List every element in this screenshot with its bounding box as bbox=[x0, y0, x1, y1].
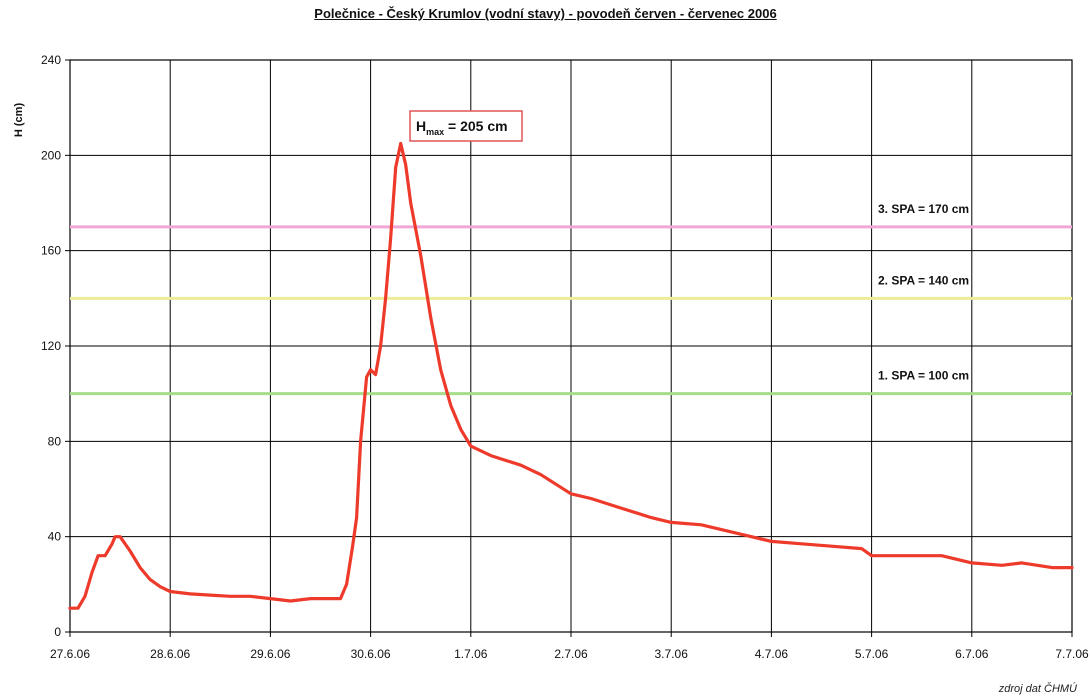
hmax-annotation-box bbox=[409, 110, 523, 142]
y-axis-label: H (cm) bbox=[13, 103, 25, 138]
x-tick-label: 30.6.06 bbox=[351, 647, 391, 661]
threshold-label: 2. SPA = 140 cm bbox=[878, 273, 969, 287]
chart-title: Polečnice - Český Krumlov (vodní stavy) … bbox=[314, 6, 777, 21]
grid bbox=[69, 59, 1073, 633]
threshold-label: 1. SPA = 100 cm bbox=[878, 369, 969, 383]
x-tick-label: 3.7.06 bbox=[655, 647, 689, 661]
water-level-series-line bbox=[68, 141, 1074, 610]
x-tick-label: 1.7.06 bbox=[454, 647, 488, 661]
y-tick-label: 200 bbox=[41, 148, 61, 162]
y-tick-label: 0 bbox=[54, 625, 61, 639]
y-tick-label: 80 bbox=[48, 434, 62, 448]
hmax-annotation-text: Hmax = 205 cm bbox=[416, 118, 508, 137]
y-tick-label: 120 bbox=[41, 339, 61, 353]
source-note: zdroj dat ČHMÚ bbox=[998, 683, 1077, 695]
x-tick-label: 2.7.06 bbox=[554, 647, 588, 661]
y-tick-label: 160 bbox=[41, 244, 61, 258]
annotation-layer: Hmax = 205 cm bbox=[409, 110, 523, 142]
series-layer bbox=[68, 141, 1074, 610]
axis-ticks: 0 40 80 120 160 200 240 27.6.06 28.6.06 29.6.06 30… bbox=[41, 53, 1089, 661]
x-tick-label: 4.7.06 bbox=[755, 647, 789, 661]
x-tick-label: 28.6.06 bbox=[150, 647, 190, 661]
threshold-lines: 1. SPA = 100 cm 2. SPA = 140 cm 3. SPA = 1… bbox=[70, 202, 1072, 396]
x-tick-label: 27.6.06 bbox=[50, 647, 90, 661]
y-tick-label: 40 bbox=[48, 530, 62, 544]
x-tick-label: 5.7.06 bbox=[855, 647, 889, 661]
threshold-label: 3. SPA = 170 cm bbox=[878, 202, 969, 216]
y-tick-label: 240 bbox=[41, 53, 61, 67]
x-tick-label: 6.7.06 bbox=[955, 647, 989, 661]
x-tick-label: 7.7.06 bbox=[1055, 647, 1089, 661]
x-tick-label: 29.6.06 bbox=[250, 647, 290, 661]
